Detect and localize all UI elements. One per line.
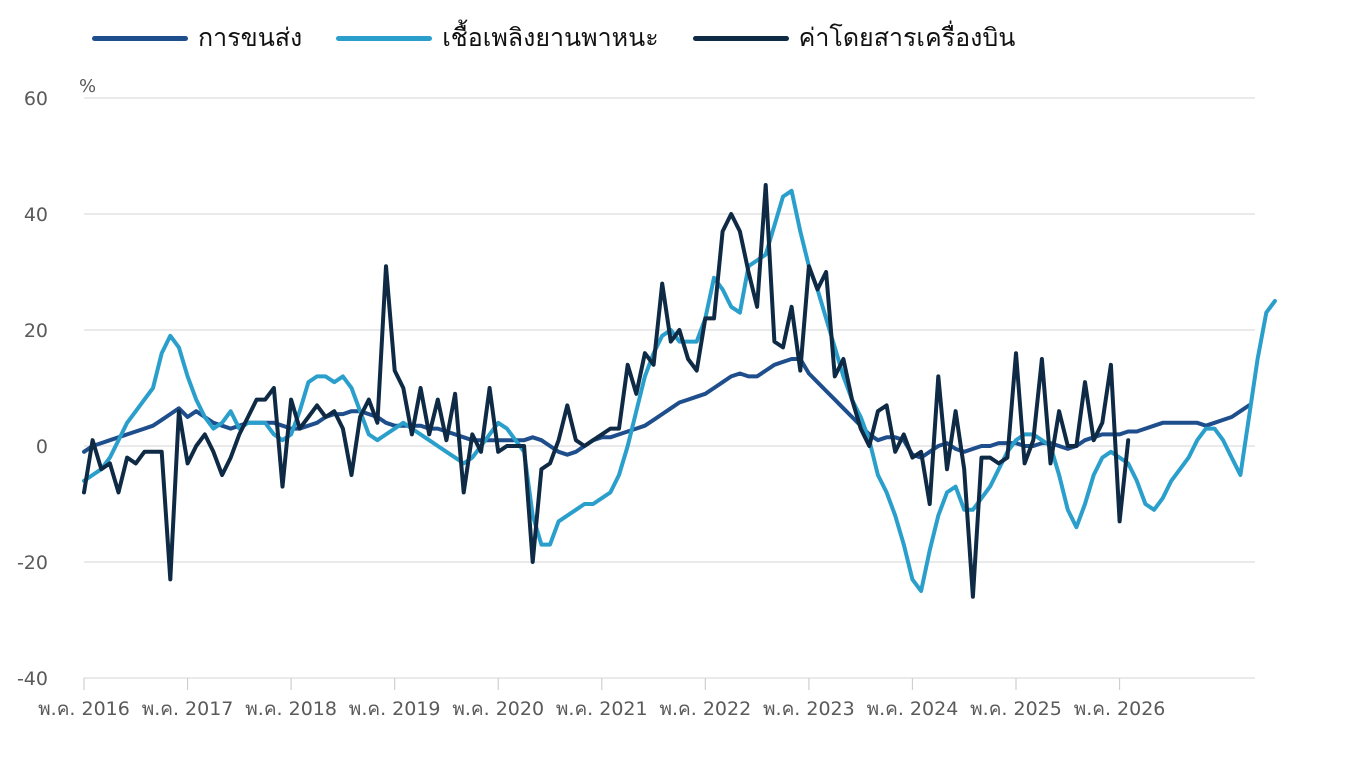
legend-item-2: เชื้อเพลิงยานพาหนะ xyxy=(336,18,659,58)
x-tick-label: พ.ค. 2020 xyxy=(452,698,544,720)
x-tick-label: พ.ค. 2025 xyxy=(970,698,1062,720)
x-tick-label: พ.ค. 2019 xyxy=(349,698,441,720)
legend-label: เชื้อเพลิงยานพาหนะ xyxy=(442,23,659,52)
x-tick-label: พ.ค. 2024 xyxy=(867,698,959,720)
y-tick-label: -40 xyxy=(17,668,48,690)
x-tick-label: พ.ค. 2023 xyxy=(763,698,855,720)
series-line-1 xyxy=(82,357,1251,460)
y-tick-label: 60 xyxy=(24,88,48,110)
x-tick-label: พ.ค. 2026 xyxy=(1074,698,1166,720)
y-tick-label: 20 xyxy=(24,320,48,342)
y-tick-label: 40 xyxy=(24,204,48,226)
legend-swatch xyxy=(336,35,433,41)
chart-legend: การขนส่ง เชื้อเพลิงยานพาหนะ ค่าโดยสารเครื่… xyxy=(92,18,1049,58)
legend-swatch xyxy=(92,35,188,41)
series-line-3 xyxy=(82,183,1131,599)
x-tick-label: พ.ค. 2016 xyxy=(38,698,130,720)
legend-item-3: ค่าโดยสารเครื่องบิน xyxy=(692,18,1016,58)
legend-item-1: การขนส่ง xyxy=(92,18,302,58)
y-unit-label: % xyxy=(79,76,96,97)
series-line-2 xyxy=(82,188,1277,593)
y-tick-label: -20 xyxy=(17,552,48,574)
legend-swatch xyxy=(692,35,789,41)
legend-label: ค่าโดยสารเครื่องบิน xyxy=(798,23,1016,52)
legend-label: การขนส่ง xyxy=(198,23,303,52)
x-tick-label: พ.ค. 2021 xyxy=(556,698,648,720)
x-tick-label: พ.ค. 2022 xyxy=(659,698,751,720)
y-tick-label: 0 xyxy=(36,436,48,458)
x-tick-label: พ.ค. 2017 xyxy=(142,698,234,720)
x-tick-label: พ.ค. 2018 xyxy=(245,698,337,720)
